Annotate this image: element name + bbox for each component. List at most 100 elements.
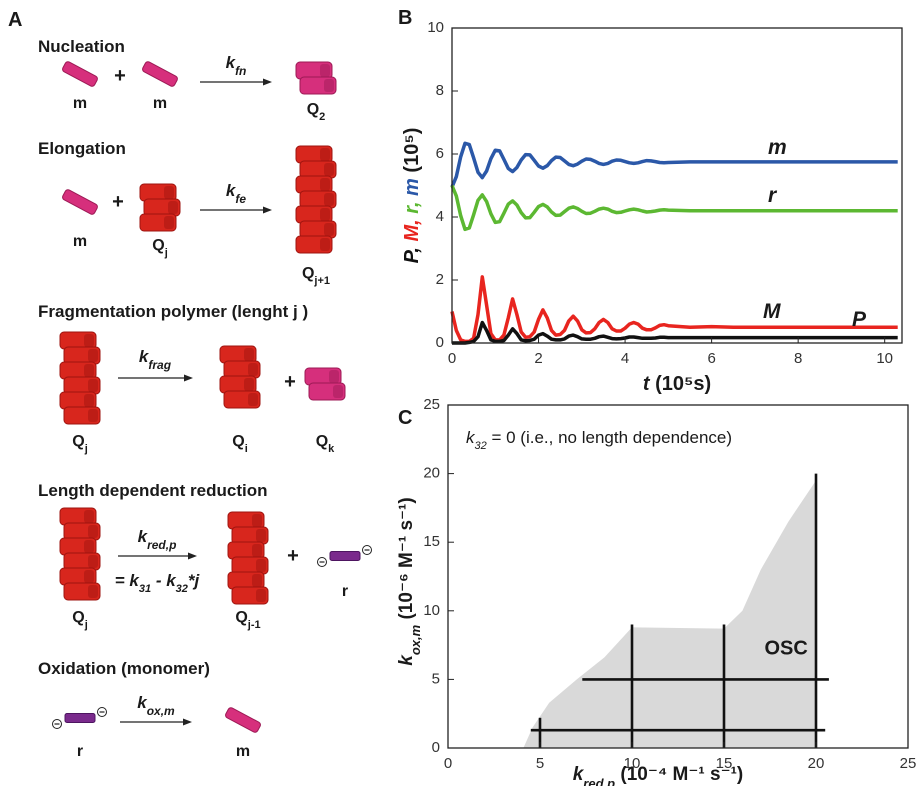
x-axis-label: t (10⁵s) [643,373,711,395]
x-axis-symbol: t [643,373,651,395]
label-sub: frag [148,358,171,372]
species-label: Qj [72,609,88,631]
polymer-unit-shade [252,574,262,587]
polymer-unit-shade [256,529,266,542]
label-main: Q [232,433,244,450]
rate-expression: = k31 - k32*j [115,571,201,595]
label-main: Q [72,433,84,450]
y-tick-label: 4 [436,208,444,225]
x-tick-label: 25 [900,755,917,772]
label-main: Q [72,609,84,626]
y-tick-label: 0 [432,739,440,756]
reaction-title: Fragmentation polymer (lenght j ) [38,302,308,321]
label-sub: j [84,443,88,455]
polymer-unit-shade [256,589,266,602]
reaction: Fragmentation polymer (lenght j )Qj Qi Qk+… [38,302,346,455]
species-label: m [73,233,87,250]
label-main: k [139,347,150,366]
y-axis-label: P, M, r, m (10⁵) [401,128,423,264]
x-tick-label: 0 [444,755,452,772]
polymer-unit-shade [324,193,334,206]
label-main: r [342,583,348,600]
polymer-unit-shade [248,393,258,406]
polymer-unit-shade [329,370,339,383]
label-main: m [236,743,250,760]
plus-sign: + [287,545,299,567]
label-sub: k [328,443,335,455]
polymer-unit-shade [84,570,94,583]
monomer [142,61,178,87]
polymer-unit [139,213,177,232]
polymer-unit-shade [320,64,330,77]
y-tick-label: 5 [432,670,440,687]
polymer-unit-shade [88,349,98,362]
series-label: m [768,136,787,159]
polymer-unit-shade [324,223,334,236]
species-label: kox,m [137,693,175,718]
series-label: r [768,184,778,207]
label-sub: red,p [147,538,176,552]
series-label: P [852,308,867,331]
plus-sign: + [284,371,296,393]
y-axis-symbol: r, [401,196,423,214]
arrow-head [263,206,272,214]
plot-data [523,473,829,748]
y-axis-unit: (10⁵) [401,128,423,179]
series-label: M [763,300,781,323]
annotation: k32 = 0 (i.e., no length dependence) [466,428,732,452]
reaction-title: Oxidation (monomer) [38,659,210,678]
x-tick-label: 0 [448,350,456,367]
expression-text: - k [151,571,177,590]
y-tick-label: 15 [423,533,440,550]
y-tick-label: 20 [423,465,440,482]
polymer-unit-shade [252,514,262,527]
polymer-unit-shade [244,378,254,391]
axes: 0 2 4 6 8 10 0 2 4 6 8 10 m r M Pt (10⁵s) P, M, r, m (10… [401,19,903,395]
polymer-unit-shade [84,364,94,377]
species-label: Qj [152,237,168,259]
reaction: Nucleation m m Q2 + kfn [38,37,337,123]
polymer-unit [231,586,269,605]
region-label: OSC [764,638,807,660]
species-label: kfe [226,181,246,206]
label-main: Q [316,433,328,450]
x-tick-label: 6 [707,350,715,367]
plus-sign: + [114,65,126,87]
series-line [450,184,898,232]
y-tick-label: 0 [436,334,444,351]
polymer-unit-shade [320,208,330,221]
plot-frame [451,27,903,344]
polymer-unit-shade [324,79,334,92]
label-main: Q [307,101,319,118]
y-axis-symbol: k [396,654,417,666]
polymer-unit-shade [88,379,98,392]
polymer-unit-shade [324,163,334,176]
polymer-unit [299,76,337,95]
annotation-text: = 0 (i.e., no length dependence) [487,428,732,447]
polymer-unit-shade [164,186,174,199]
y-tick-label: 6 [436,145,444,162]
arrow-head [188,552,197,560]
label-main: m [73,95,87,112]
y-tick-label: 25 [423,396,440,413]
label-main: r [77,743,83,760]
polymer-unit-shade [320,178,330,191]
polymer-unit-shade [88,525,98,538]
polymer-unit-shade [244,348,254,361]
y-tick-label: 10 [423,602,440,619]
polymer-unit-shade [333,385,343,398]
x-tick-label: 10 [624,755,641,772]
label-main: k [226,53,237,72]
polymer-unit-shade [164,216,174,229]
y-axis-symbol: M, [401,214,423,242]
species-label: Qk [316,433,335,455]
x-axis-sub: red,p [583,776,615,786]
x-tick-label: 10 [876,350,893,367]
polymer-unit-shade [84,394,94,407]
arrow-head [184,374,193,382]
panel-label: B [398,7,412,29]
species-label: kfrag [139,347,172,372]
monomer [62,61,98,87]
species-label: m [153,95,167,112]
